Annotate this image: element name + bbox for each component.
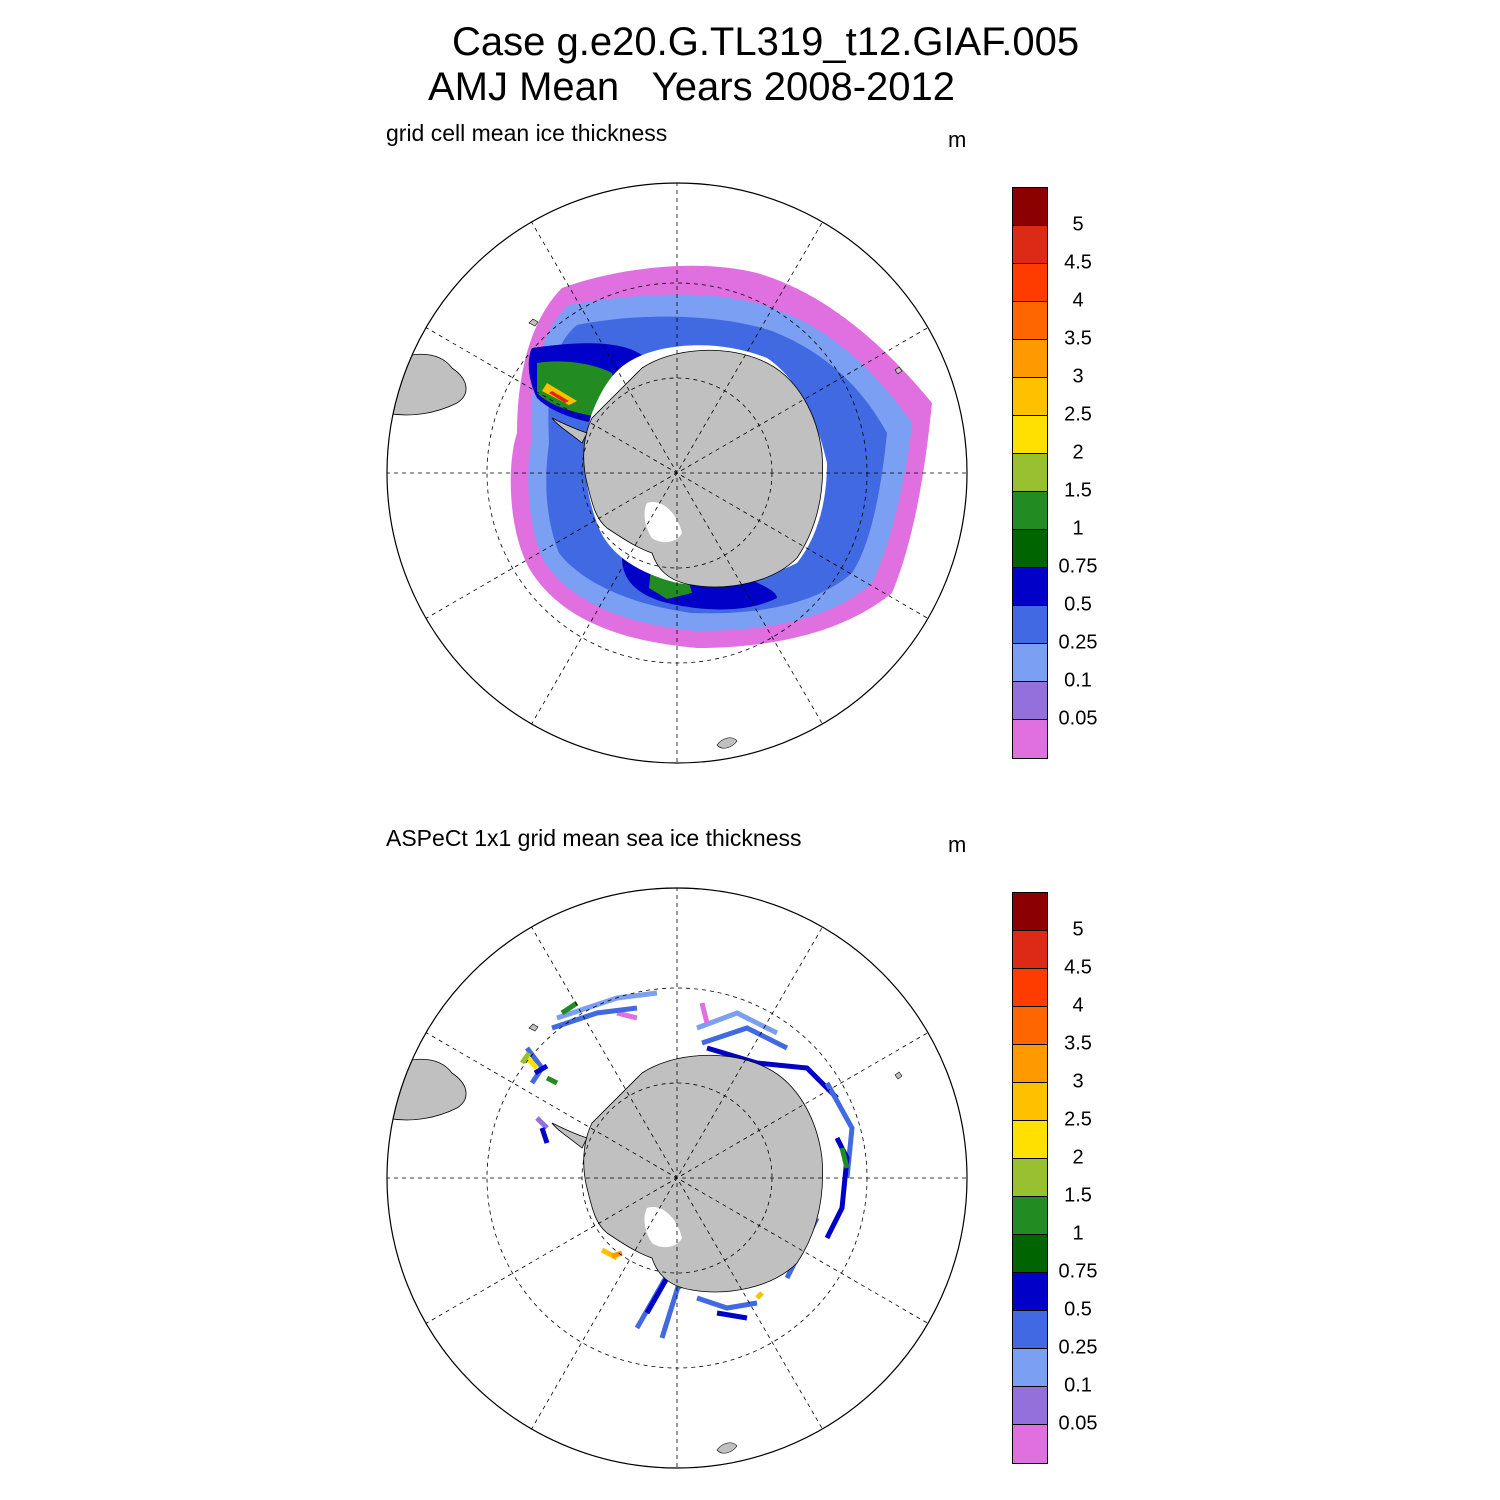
ross-ice-shelf-gap	[644, 502, 682, 543]
colorbar-tick-label: 0.1	[1064, 669, 1092, 692]
colorbar-tick-label: 3	[1072, 365, 1084, 388]
colorbar-tick-label: 4.5	[1064, 956, 1092, 979]
colorbar-tick-label: 2	[1072, 1146, 1084, 1169]
colorbar-tick-label: 1.5	[1064, 479, 1092, 502]
colorbar-swatch	[1013, 530, 1047, 568]
colorbar-swatch	[1013, 1007, 1047, 1045]
colorbar-tick-label: 0.75	[1058, 555, 1098, 578]
ice-band-thick-weddell	[542, 383, 577, 405]
colorbar-swatch	[1013, 1349, 1047, 1387]
panel1-colorbar	[1012, 187, 1048, 759]
panel1-map	[386, 182, 968, 764]
small-island-south	[716, 1442, 738, 1454]
colorbar-tick-label: 1	[1072, 1222, 1084, 1245]
panel1-title: grid cell mean ice thickness	[386, 120, 668, 146]
colorbar-swatch	[1013, 378, 1047, 416]
colorbar-tick-label: 0.05	[1058, 1412, 1098, 1435]
small-island-east	[894, 366, 903, 375]
colorbar-tick-label: 0.1	[1064, 1374, 1092, 1397]
antarctica-land	[583, 1054, 823, 1293]
colorbar-tick-label: 0.5	[1064, 593, 1092, 616]
colorbar-swatch	[1013, 302, 1047, 340]
colorbar-swatch	[1013, 492, 1047, 530]
panel1-unit: m	[948, 127, 967, 152]
falklands-land	[528, 1023, 539, 1032]
colorbar-tick-label: 0.25	[1058, 631, 1098, 654]
ross-ice-shelf-gap	[644, 1207, 682, 1248]
small-island-south	[716, 737, 738, 749]
colorbar-swatch	[1013, 1311, 1047, 1349]
colorbar-swatch	[1013, 416, 1047, 454]
colorbar-tick-label: 0.05	[1058, 707, 1098, 730]
colorbar-swatch	[1013, 568, 1047, 606]
antarctic-peninsula	[551, 417, 588, 444]
figure-title-line1: Case g.e20.G.TL319_t12.GIAF.005	[452, 20, 1080, 64]
panel2-map	[386, 887, 968, 1469]
panel2-title: ASPeCt 1x1 grid mean sea ice thickness	[386, 825, 802, 851]
colorbar-swatch	[1013, 931, 1047, 969]
colorbar-swatch	[1013, 682, 1047, 720]
colorbar-tick-label: 2	[1072, 441, 1084, 464]
colorbar-tick-label: 0.75	[1058, 1260, 1098, 1283]
colorbar-tick-label: 2.5	[1064, 1108, 1092, 1131]
south-america-land	[387, 353, 467, 416]
colorbar-swatch	[1013, 720, 1047, 758]
colorbar-tick-label: 4	[1072, 289, 1084, 312]
colorbar-swatch	[1013, 264, 1047, 302]
colorbar-swatch	[1013, 644, 1047, 682]
colorbar-tick-label: 0.5	[1064, 1298, 1092, 1321]
panel2-colorbar	[1012, 892, 1048, 1464]
panel2-unit: m	[948, 832, 967, 857]
south-america-land	[387, 1058, 467, 1121]
colorbar-swatch	[1013, 1159, 1047, 1197]
colorbar-tick-label: 1.5	[1064, 1184, 1092, 1207]
ice-band-0.75-weddell	[537, 361, 615, 418]
ice-band-thick-weddell-2	[549, 391, 569, 403]
colorbar-swatch	[1013, 606, 1047, 644]
colorbar-swatch	[1013, 188, 1047, 226]
colorbar-swatch	[1013, 454, 1047, 492]
colorbar-swatch	[1013, 340, 1047, 378]
colorbar-tick-label: 4.5	[1064, 251, 1092, 274]
colorbar-swatch	[1013, 1273, 1047, 1311]
colorbar-swatch	[1013, 1197, 1047, 1235]
colorbar-swatch	[1013, 1045, 1047, 1083]
antarctica-land	[583, 349, 823, 588]
colorbar-tick-label: 3.5	[1064, 1032, 1092, 1055]
colorbar-swatch	[1013, 1121, 1047, 1159]
colorbar-swatch	[1013, 1083, 1047, 1121]
colorbar-swatch	[1013, 1387, 1047, 1425]
colorbar-tick-label: 3	[1072, 1070, 1084, 1093]
colorbar-tick-label: 0.25	[1058, 1336, 1098, 1359]
colorbar-swatch	[1013, 969, 1047, 1007]
colorbar-tick-label: 5	[1072, 213, 1084, 236]
colorbar-tick-label: 2.5	[1064, 403, 1092, 426]
colorbar-swatch	[1013, 893, 1047, 931]
colorbar-tick-label: 4	[1072, 994, 1084, 1017]
colorbar-swatch	[1013, 1425, 1047, 1463]
colorbar-tick-label: 3.5	[1064, 327, 1092, 350]
colorbar-tick-label: 5	[1072, 918, 1084, 941]
colorbar-swatch	[1013, 226, 1047, 264]
small-island-east	[894, 1071, 903, 1080]
figure-title-line2: AMJ Mean Years 2008-2012	[428, 65, 956, 109]
falklands-land	[528, 318, 539, 327]
antarctic-peninsula	[551, 1122, 588, 1149]
colorbar-tick-label: 1	[1072, 517, 1084, 540]
colorbar-swatch	[1013, 1235, 1047, 1273]
